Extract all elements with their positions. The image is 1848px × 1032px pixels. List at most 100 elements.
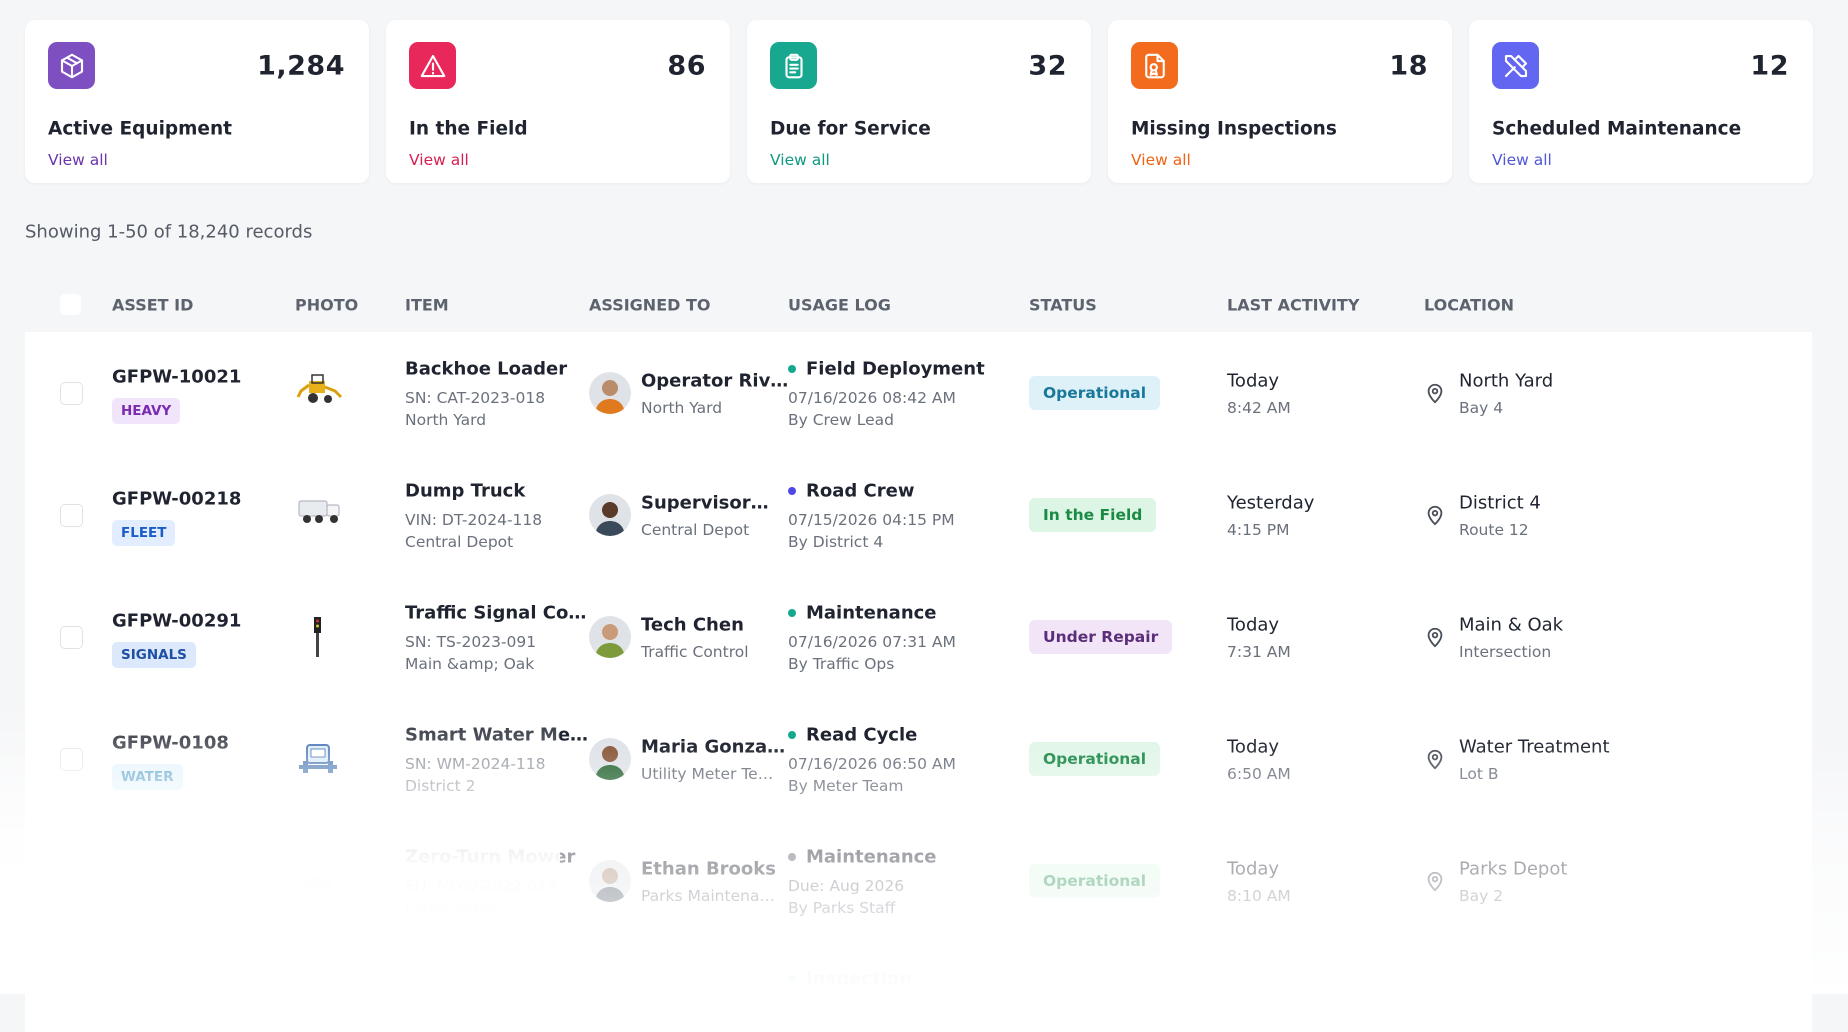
location-pin (1424, 503, 1446, 531)
assignee-team: Traffic Control (641, 643, 749, 661)
item-site: Main &amp; Oak (405, 655, 535, 673)
last-activity-day: Today (1227, 370, 1280, 392)
column-header: ASSET ID (112, 295, 194, 315)
asset-photo (295, 615, 343, 663)
item-serial: SN: CAT-2023-018 (405, 389, 546, 407)
usage-by: By Crew Lead (788, 411, 894, 429)
assignee-team: North Yard (641, 399, 723, 417)
usage-dot (788, 731, 796, 739)
stat-card: 18 Missing Inspections View all (1108, 20, 1452, 183)
row-checkbox[interactable] (60, 626, 83, 649)
stat-value: 86 (667, 50, 706, 82)
view-all-link[interactable]: View all (48, 151, 108, 169)
last-activity-time: 8:10 AM (1227, 887, 1291, 905)
assignee-name: Operator Riv… (641, 370, 789, 392)
row-checkbox[interactable] (60, 382, 83, 405)
location-detail: Lot B (1459, 765, 1499, 783)
usage-dot (788, 853, 796, 861)
location-name: Water Treatment (1459, 736, 1610, 758)
item-name: Zero-Turn Mower (405, 846, 576, 868)
location-pin (1424, 625, 1446, 653)
usage-dot (788, 975, 796, 983)
asset-tag: FLEET (112, 520, 176, 546)
usage-title: Maintenance (806, 846, 937, 868)
item-name: Traffic Signal Co… (405, 602, 587, 624)
view-all-link[interactable]: View all (770, 151, 830, 169)
item-site: North Yard (405, 411, 487, 429)
stat-label: Scheduled Maintenance (1492, 118, 1742, 140)
item-name: Dump Truck (405, 480, 526, 502)
status-badge: Under Repair (1029, 620, 1173, 654)
item-site: District 2 (405, 777, 476, 795)
row-checkbox[interactable] (60, 504, 83, 527)
row-checkbox[interactable] (60, 870, 83, 893)
location-pin (1424, 747, 1446, 775)
column-header: LAST ACTIVITY (1227, 295, 1360, 315)
last-activity-day: Today (1227, 858, 1280, 880)
status-badge: In the Field (1029, 498, 1157, 532)
location-pin (1424, 869, 1446, 897)
stat-label: Missing Inspections (1131, 118, 1337, 140)
column-header: PHOTO (295, 295, 359, 315)
item-serial: SN: TS-2023-091 (405, 633, 537, 651)
item-serial: SN: WM-2024-118 (405, 755, 546, 773)
assignee-avatar (589, 616, 631, 658)
usage-by: By Traffic Ops (788, 655, 895, 673)
usage-dot (788, 487, 796, 495)
asset-id: GFPW-00218 (112, 488, 242, 510)
location-detail: Bay 2 (1459, 887, 1504, 905)
stat-icon (770, 42, 817, 89)
row-checkbox[interactable] (60, 748, 83, 771)
usage-title: Field Deployment (806, 358, 985, 380)
last-activity-time: 4:15 PM (1227, 521, 1290, 539)
last-activity-time: 8:42 AM (1227, 399, 1291, 417)
asset-photo (295, 371, 343, 419)
stat-label: Due for Service (770, 118, 931, 140)
usage-title: Inspection (806, 968, 912, 990)
stat-card: 12 Scheduled Maintenance View all (1469, 20, 1813, 183)
stat-icon (1492, 42, 1539, 89)
column-header: ASSIGNED TO (589, 295, 711, 315)
assignee-team: Utility Meter Te… (641, 765, 774, 783)
assignee-name: Supervisor… (641, 492, 769, 514)
item-name: Smart Water Me… (405, 724, 589, 746)
stat-value: 12 (1750, 50, 1789, 82)
item-name: Backhoe Loader (405, 358, 568, 380)
status-badge: Operational (1029, 864, 1161, 898)
asset-tag: WATER (112, 764, 183, 790)
location-name: Main & Oak (1459, 614, 1564, 636)
item-serial: SN: MOW-2022-014 (405, 877, 558, 895)
assignee-name: Ethan Brooks (641, 858, 776, 880)
select-all-checkbox[interactable] (60, 294, 81, 315)
view-all-link[interactable]: View all (409, 151, 469, 169)
location-detail: Bay 4 (1459, 399, 1504, 417)
usage-date: Due: Aug 2026 (788, 877, 905, 895)
last-activity-day: Today (1227, 614, 1280, 636)
stat-label: In the Field (409, 118, 528, 140)
assignee-avatar (589, 372, 631, 414)
location-detail: Intersection (1459, 643, 1552, 661)
usage-date: 07/16/2026 08:42 AM (788, 389, 956, 407)
usage-title: Read Cycle (806, 724, 918, 746)
asset-tag: SIGNALS (112, 642, 196, 668)
asset-id: GFPW-00291 (112, 610, 242, 632)
usage-title: Road Crew (806, 480, 915, 502)
usage-by: By Parks Staff (788, 899, 896, 917)
stat-value: 32 (1028, 50, 1067, 82)
usage-date: 07/16/2026 07:31 AM (788, 633, 956, 651)
usage-dot (788, 365, 796, 373)
page: 1,284 Active Equipment View all 86 In the Fi… (0, 0, 1848, 994)
location-detail: Route 12 (1459, 521, 1529, 539)
location-name: Parks Depot (1459, 858, 1568, 880)
table-header: ASSET ID PHOTO ITEM ASSIGNED TO USAGE LOG STA… (25, 278, 1812, 332)
assignee-team: Central Depot (641, 521, 750, 539)
item-serial: VIN: DT-2024-118 (405, 511, 543, 529)
asset-photo (295, 493, 343, 541)
column-header: USAGE LOG (788, 295, 891, 315)
asset-id: GFPW-0108 (112, 732, 229, 754)
assignee-name: Tech Chen (641, 614, 744, 636)
view-all-link[interactable]: View all (1131, 151, 1191, 169)
stat-card: 86 In the Field View all (386, 20, 730, 183)
view-all-link[interactable]: View all (1492, 151, 1552, 169)
asset-tag: HEAVY (112, 398, 181, 424)
